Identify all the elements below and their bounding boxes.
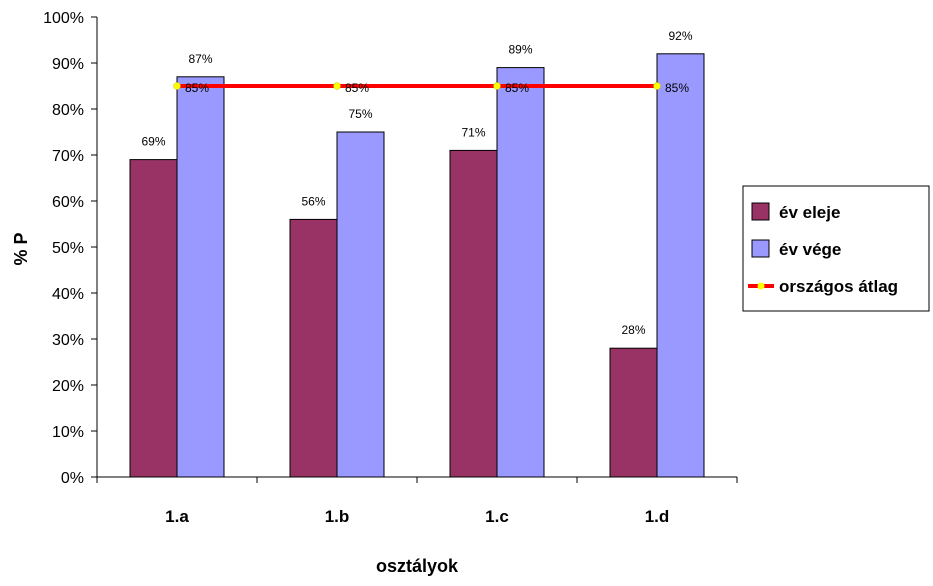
y-tick-label: 30% <box>52 332 84 349</box>
y-tick-label: 80% <box>52 102 84 119</box>
bar-data-label: 87% <box>188 52 212 66</box>
average-marker <box>173 82 181 90</box>
bar-data-label: 92% <box>668 29 692 43</box>
x-tick-label: 1.c <box>485 507 509 526</box>
y-tick-label: 100% <box>43 10 84 27</box>
legend-frame <box>742 185 930 312</box>
line-data-label: 85% <box>185 81 209 95</box>
legend-label: országos átlag <box>779 277 898 296</box>
bar-data-label: 56% <box>301 194 325 208</box>
legend-label: év vége <box>779 240 841 259</box>
bar <box>129 159 178 478</box>
legend-swatch <box>751 239 770 258</box>
y-tick-label: 70% <box>52 148 84 165</box>
y-axis-title: % P <box>11 232 31 265</box>
bar-data-label: 75% <box>348 107 372 121</box>
legend-label: év eleje <box>779 203 840 222</box>
y-tick-label: 20% <box>52 378 84 395</box>
average-marker <box>653 82 661 90</box>
bar <box>609 347 658 478</box>
bar <box>176 76 225 478</box>
x-tick-label: 1.b <box>325 507 350 526</box>
bar-data-label: 71% <box>461 125 485 139</box>
plot-area: 0% 10% 20% 30% 40% 50% 60% 70% 80% 90% 100% 69% 87% 1… <box>43 10 738 526</box>
y-tick-label: 50% <box>52 240 84 257</box>
line-data-label: 85% <box>665 81 689 95</box>
bar <box>289 218 338 478</box>
y-tick-label: 0% <box>61 470 84 487</box>
bar <box>336 131 385 478</box>
x-tick-label: 1.d <box>645 507 670 526</box>
bar-data-label: 89% <box>508 43 532 57</box>
y-tick-label: 10% <box>52 424 84 441</box>
line-data-label: 85% <box>345 81 369 95</box>
bar-data-label: 69% <box>141 135 165 149</box>
average-marker <box>493 82 501 90</box>
x-tick-label: 1.a <box>165 507 189 526</box>
legend-marker <box>757 282 765 290</box>
y-tick-label: 60% <box>52 194 84 211</box>
y-tick-label: 90% <box>52 56 84 73</box>
average-marker <box>333 82 341 90</box>
bar <box>496 67 545 478</box>
bar <box>656 53 705 478</box>
y-tick-label: 40% <box>52 286 84 303</box>
bar <box>449 149 498 478</box>
legend: év eleje év vége országos átlag <box>742 185 930 312</box>
legend-swatch <box>751 202 770 221</box>
x-axis-title: osztályok <box>376 556 459 576</box>
bar-data-label: 28% <box>621 323 645 337</box>
line-data-label: 85% <box>505 81 529 95</box>
